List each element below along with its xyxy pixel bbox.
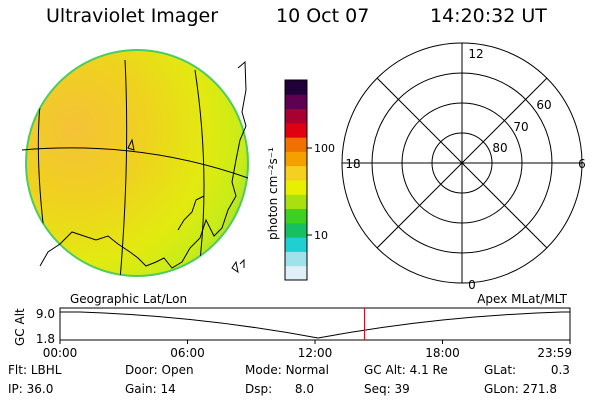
colorbar-tick-10: 10 <box>314 229 328 242</box>
colorbar-segment <box>285 237 307 252</box>
polar-plot <box>341 42 583 284</box>
mlt-label-6: 6 <box>578 157 586 171</box>
colorbar-segment <box>285 165 307 181</box>
colorbar-segment <box>285 194 307 210</box>
status-seq: Seq: 39 <box>364 382 410 396</box>
status-glat: GLat: 0.3 <box>484 363 570 377</box>
timeline-x-tick-label: 00:00 <box>43 346 78 360</box>
observation-time: 14:20:32 UT <box>430 5 547 27</box>
mlt-label-12: 12 <box>468 47 483 61</box>
timeline-x-tick-label: 06:00 <box>170 346 205 360</box>
colorbar-segment <box>285 94 307 110</box>
uv-earth-image <box>21 49 249 277</box>
orbit-timeline: Geographic Lat/Lon Apex MLat/MLT GC Alt … <box>13 292 572 360</box>
timeline-right-label: Apex MLat/MLT <box>477 292 567 306</box>
lat-label-60: 60 <box>536 98 551 112</box>
status-flt: Flt: LBHL <box>8 363 62 377</box>
imager-title: Ultraviolet Imager <box>46 5 219 27</box>
mlt-label-18: 18 <box>345 157 360 171</box>
status-dsp: Dsp: 8.0 <box>245 382 314 396</box>
colorbar-segment <box>285 251 307 267</box>
status-door: Door: Open <box>125 363 194 377</box>
timeline-y-label: GC Alt <box>13 308 27 346</box>
colorbar-segment <box>285 222 307 238</box>
status-gc-alt: GC Alt: 4.1 Re <box>364 363 448 377</box>
altitude-curve <box>60 311 570 339</box>
colorbar-segment <box>285 80 307 95</box>
colorbar-unit-label: photon cm⁻²s⁻¹ <box>266 147 280 240</box>
status-mode: Mode: Normal <box>245 363 329 377</box>
colorbar-segment <box>285 122 307 138</box>
lat-label-70: 70 <box>513 120 528 134</box>
colorbar-segment <box>285 108 307 124</box>
timeline-x-tick-label: 23:59 <box>537 346 572 360</box>
colorbar-segment <box>285 208 307 224</box>
coastline-outline <box>39 60 247 274</box>
observation-date: 10 Oct 07 <box>276 5 370 27</box>
lat-label-80: 80 <box>492 141 507 155</box>
colorbar-segment <box>285 265 307 281</box>
latlon-grid <box>21 147 249 179</box>
timeline-y-tick-top: 9.0 <box>36 307 55 321</box>
timeline-x-tick-label: 12:00 <box>298 346 333 360</box>
colorbar: 100 10 photon cm⁻²s⁻¹ <box>266 79 335 281</box>
status-gain: Gain: 14 <box>125 382 176 396</box>
colorbar-segment <box>285 137 307 152</box>
timeline-left-label: Geographic Lat/Lon <box>70 292 187 306</box>
status-ip: IP: 36.0 <box>8 382 54 396</box>
colorbar-tick-100: 100 <box>314 142 335 155</box>
status-glon: GLon: 271.8 <box>484 382 557 396</box>
timeline-x-tick-label: 18:00 <box>425 346 460 360</box>
colorbar-segment <box>285 151 307 167</box>
mlt-label-0: 0 <box>468 278 476 292</box>
timeline-y-tick-bottom: 1.8 <box>36 332 55 346</box>
colorbar-segment <box>285 180 307 195</box>
